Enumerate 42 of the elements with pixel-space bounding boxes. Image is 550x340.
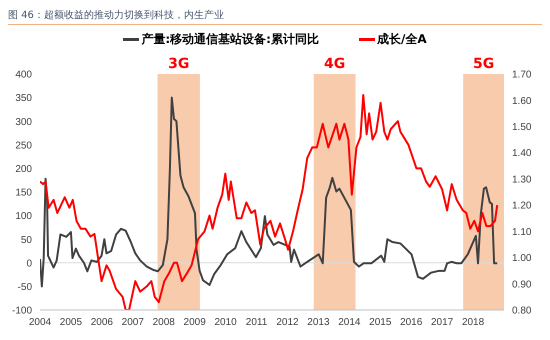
band-label: 5G — [472, 56, 494, 72]
y2-tick-label: 1.50 — [512, 122, 532, 133]
x-tick-label: 2010 — [214, 317, 238, 328]
y-tick-label: 400 — [15, 70, 32, 81]
x-tick-label: 2007 — [122, 317, 144, 328]
y-tick-label: -50 — [18, 282, 32, 293]
band-label: 3G — [168, 56, 190, 72]
x-tick-label: 2018 — [462, 317, 485, 328]
x-tick-label: 2008 — [152, 317, 176, 328]
x-tick-label: 2011 — [246, 317, 268, 328]
x-tick-label: 2004 — [28, 317, 52, 328]
legend-label: 成长/全A — [376, 31, 427, 48]
y-tick-label: 150 — [15, 188, 32, 199]
x-tick-label: 2014 — [338, 317, 361, 328]
y2-tick-label: 1.20 — [512, 200, 532, 212]
y2-tick-label: 1.40 — [512, 148, 532, 160]
y2-tick-label: 1.60 — [512, 96, 532, 107]
y-tick-label: 350 — [15, 93, 32, 104]
x-tick-label: 2013 — [307, 317, 330, 328]
y2-tick-label: 1.00 — [512, 253, 532, 264]
y2-tick-label: 0.90 — [512, 279, 532, 290]
chart-title: 图 46：超额收益的推动力切换到科技，内生产业 — [8, 8, 542, 25]
x-tick-label: 2017 — [431, 317, 454, 328]
x-tick-label: 2006 — [90, 317, 114, 328]
y2-tick-label: 1.30 — [512, 174, 532, 186]
y-tick-label: 250 — [15, 140, 32, 152]
y-tick-label: 50 — [20, 234, 32, 246]
x-tick-label: 2016 — [400, 317, 423, 328]
y2-tick-label: 1.70 — [512, 70, 532, 81]
y-tick-label: -100 — [12, 306, 32, 317]
y2-tick-label: 1.10 — [512, 226, 532, 238]
y-tick-label: 0 — [26, 258, 32, 270]
y-tick-label: 200 — [15, 164, 32, 175]
x-tick-label: 2005 — [60, 317, 82, 328]
band-label: 4G — [324, 56, 346, 72]
legend-label: 产量:移动通信基站设备:累计同比 — [141, 31, 319, 48]
y2-tick-label: 0.80 — [512, 306, 532, 317]
x-tick-label: 2012 — [276, 317, 300, 328]
x-tick-label: 2009 — [184, 317, 206, 328]
x-tick-label: 2015 — [369, 317, 392, 328]
y-tick-label: 300 — [15, 116, 32, 128]
y-tick-label: 100 — [15, 211, 32, 222]
